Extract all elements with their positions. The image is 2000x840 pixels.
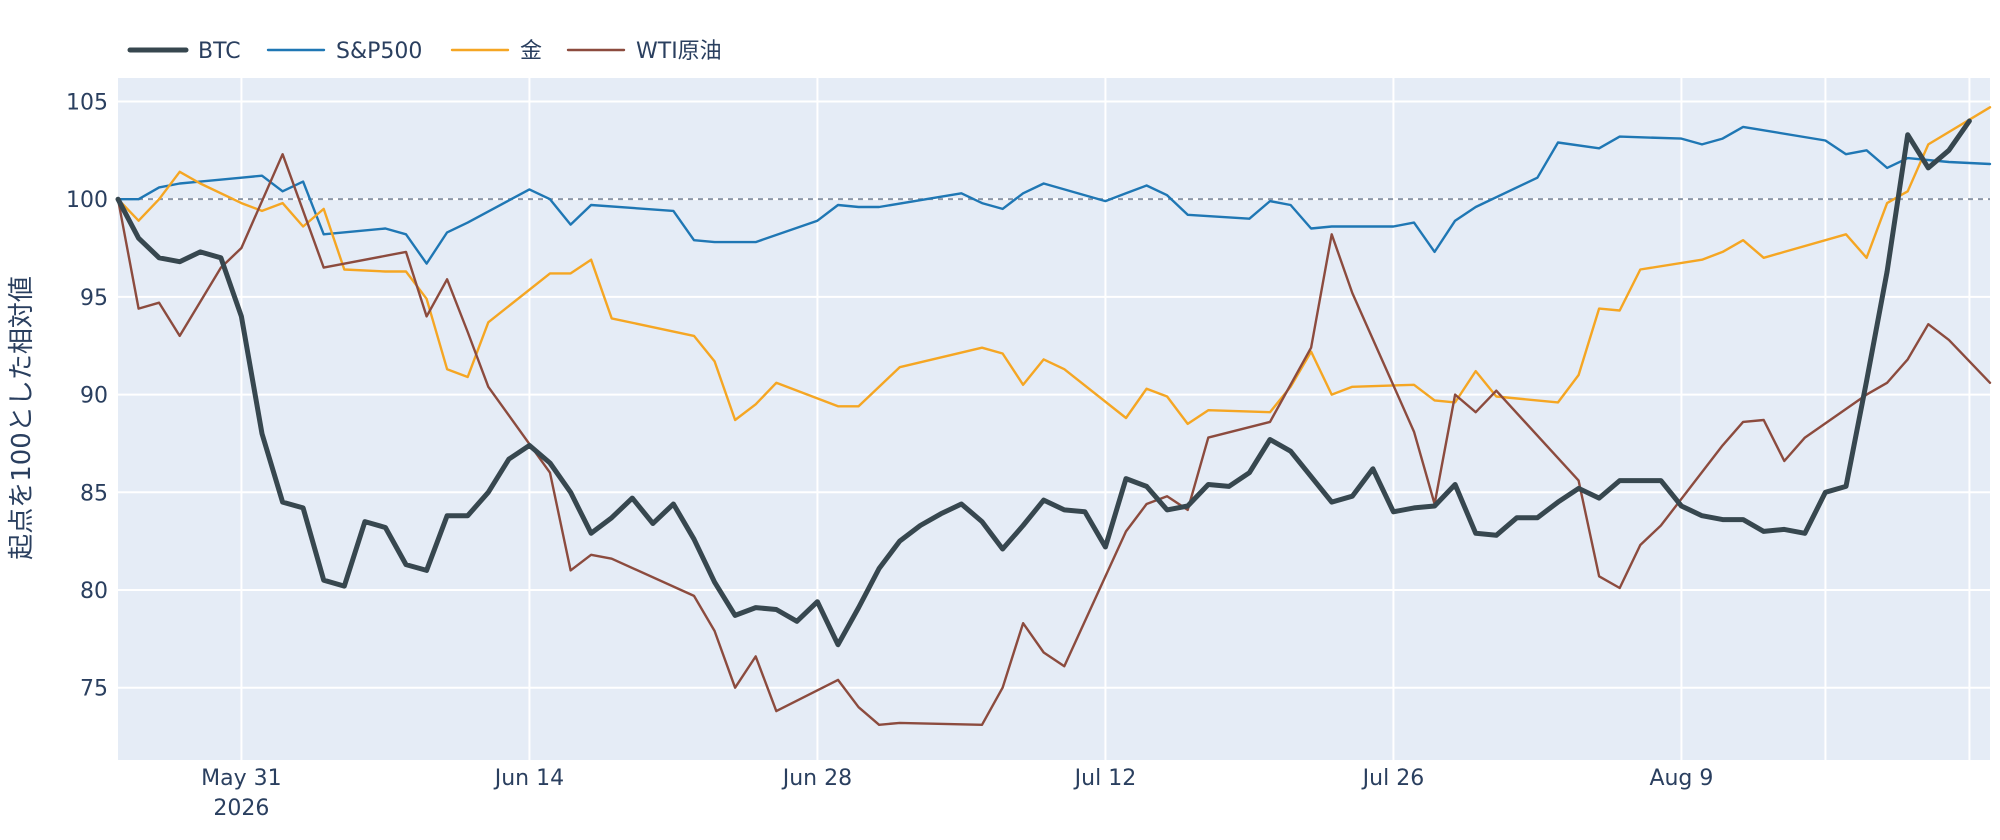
legend-item[interactable]: 金 [450,39,542,64]
legend-item[interactable]: S&P500 [266,39,422,64]
y-axis-title: 起点を100とした相対値 [7,276,37,560]
x-tick-label: Jul 26 [1361,766,1425,791]
x-tick-sublabel: 2026 [213,796,269,821]
series-line-gold [116,106,1992,426]
x-tick-label: Jul 12 [1073,766,1137,791]
plot-area [118,78,1990,760]
x-tick-label: Jun 28 [781,766,852,791]
x-tick-label: Aug 9 [1649,766,1713,791]
y-tick-label: 105 [66,90,108,115]
legend-item[interactable]: WTI原油 [566,39,722,64]
series-line-btc [115,118,1972,648]
y-tick-label: 90 [80,384,108,409]
y-tick-label: 85 [80,481,108,506]
legend[interactable]: BTC S&P500 金 WTI原油 [127,39,722,64]
legend-label: 金 [520,39,542,64]
series-line-wti [116,153,1992,726]
x-axis: May 31 2026 Jun 14 Jun 28 Jul 12 Jul 26 Aug 9 [201,766,1713,821]
legend-label: BTC [198,39,241,64]
series-line-s-p500 [116,125,1992,265]
y-tick-label: 95 [80,286,108,311]
legend-label: S&P500 [336,39,422,64]
y-tick-label: 75 [80,677,108,702]
grid [118,78,1990,760]
y-axis: 75 80 85 90 95 100 105 [66,90,108,701]
x-tick-label: Jun 14 [493,766,564,791]
y-tick-label: 80 [80,579,108,604]
x-tick-label: May 31 [201,766,281,791]
legend-label: WTI原油 [636,39,722,64]
y-tick-label: 100 [66,188,108,213]
series-layer [115,106,1992,726]
legend-item[interactable]: BTC [127,39,241,64]
